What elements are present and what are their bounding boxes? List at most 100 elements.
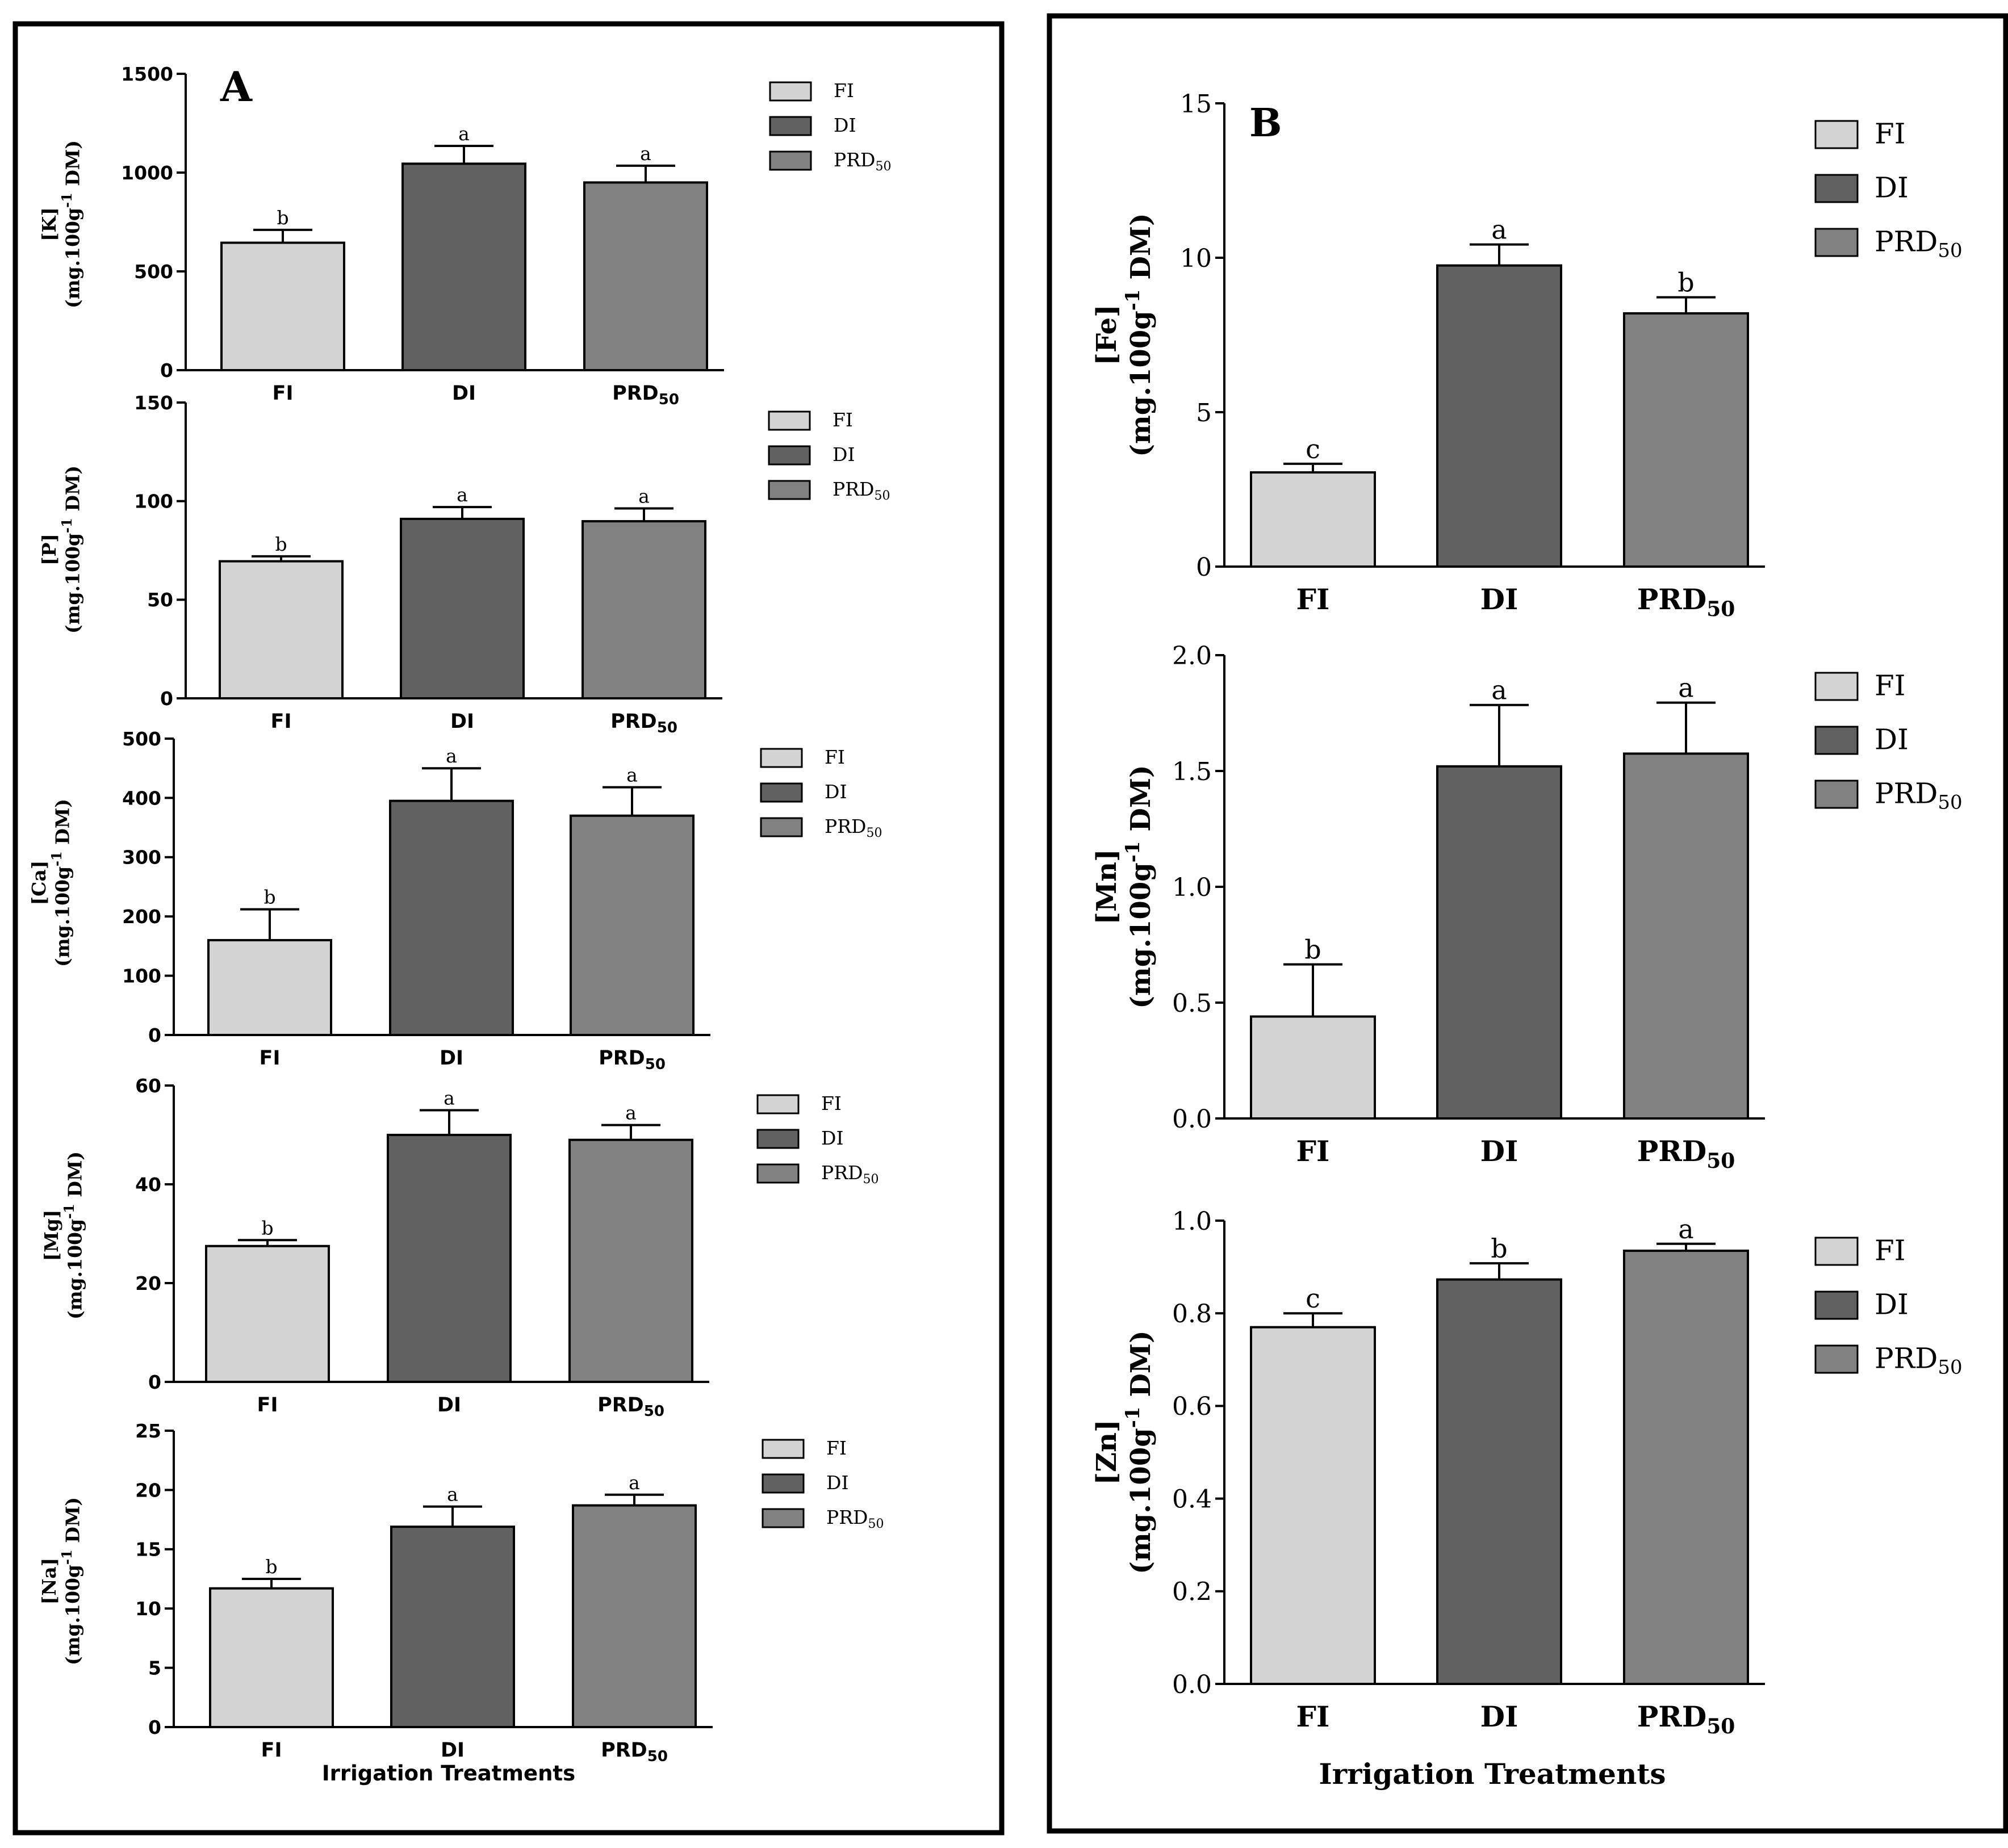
chart-p: 0 50 100 150 b FI a DI a PRD50 [P](mg.100g-1 DM) FI…	[38, 392, 890, 736]
zn-y-tick-label: 0.2	[1172, 1578, 1212, 1607]
mg-bar-fi	[205, 1244, 330, 1383]
chart-fe: 0 5 10 15 c FI a DI b PRD50 [Fe](mg.100g-1 DM) FI DI…	[1091, 90, 1963, 621]
ca-legend-swatch-prd50	[760, 817, 803, 837]
k-category-label-fi: FI	[273, 382, 294, 405]
mg-legend-label-di: DI	[821, 1127, 844, 1149]
p-category-label-di: DI	[450, 710, 474, 733]
chart-ca: 0 100 200 300 400 500 b FI a DI a PRD50 [Ca](mg.100g…	[28, 728, 882, 1073]
mg-legend-label-fi: FI	[821, 1092, 842, 1114]
mg-legend-swatch-di	[756, 1129, 800, 1149]
mn-legend-swatch-prd50	[1814, 780, 1859, 809]
ca-y-tick-label: 0	[148, 1024, 161, 1046]
na-y-tick-label: 20	[135, 1479, 161, 1501]
p-significance-letter-fi: b	[275, 533, 287, 555]
mg-y-tick-label: 60	[135, 1075, 161, 1097]
zn-y-tick-label: 0.0	[1172, 1670, 1212, 1699]
fe-significance-letter-prd50: b	[1677, 267, 1694, 298]
ca-bar-prd50	[570, 814, 695, 1036]
mg-significance-letter-di: a	[444, 1087, 455, 1109]
k-legend-swatch-prd50	[769, 150, 812, 171]
k-y-axis-label: [K](mg.100g-1 DM)	[38, 140, 83, 308]
ca-category-label-fi: FI	[260, 1047, 281, 1070]
mg-significance-letter-fi: b	[261, 1217, 273, 1239]
na-y-tick-label: 25	[135, 1420, 161, 1442]
mn-significance-letter-di: a	[1491, 675, 1507, 706]
mg-legend-swatch-prd50	[756, 1163, 800, 1184]
p-significance-letter-di: a	[457, 484, 468, 506]
zn-y-tick-label: 0.6	[1172, 1392, 1212, 1421]
k-significance-letter-di: a	[458, 123, 470, 145]
k-legend-swatch-di	[769, 116, 812, 136]
k-significance-letter-fi: b	[277, 207, 288, 229]
mn-category-label-di: DI	[1480, 1134, 1518, 1168]
panel-b-letter: B	[1249, 100, 1282, 146]
mn-legend: FI DI PRD50	[1814, 669, 1963, 814]
na-y-axis-label: [Na](mg.100g-1 DM)	[38, 1497, 83, 1665]
na-legend-label-di: DI	[826, 1472, 849, 1494]
k-legend: FI DI PRD50	[769, 79, 892, 174]
mn-y-tick-label: 2.0	[1172, 642, 1212, 671]
mg-y-axis-label: [Mg](mg.100g-1 DM)	[40, 1151, 86, 1319]
na-bar-fi	[209, 1587, 334, 1729]
k-bar-di	[401, 162, 526, 371]
ca-bar-fi	[207, 938, 332, 1036]
na-y-tick-label: 10	[135, 1598, 161, 1620]
fe-significance-letter-di: a	[1491, 215, 1507, 245]
p-significance-letter-prd50: a	[638, 485, 650, 508]
ca-legend-label-prd50: PRD50	[825, 815, 882, 840]
mg-category-label-prd50: PRD50	[597, 1394, 664, 1420]
ca-legend: FI DI PRD50	[760, 746, 882, 840]
k-category-label-prd50: PRD50	[612, 382, 679, 408]
mn-legend-swatch-di	[1814, 726, 1859, 755]
fe-y-tick-label: 0	[1196, 553, 1212, 582]
na-y-tick-label: 5	[148, 1657, 161, 1679]
mn-legend-label-fi: FI	[1875, 669, 1905, 702]
fe-y-axis-label: [Fe](mg.100g-1 DM)	[1091, 213, 1157, 457]
k-significance-letter-prd50: a	[640, 143, 651, 165]
fe-legend: FI DI PRD50	[1814, 117, 1963, 262]
k-y-tick-label: 1500	[121, 63, 173, 85]
mn-y-axis-label: [Mn](mg.100g-1 DM)	[1091, 765, 1157, 1009]
na-legend-swatch-prd50	[762, 1508, 805, 1528]
fe-category-label-fi: FI	[1296, 583, 1330, 616]
fe-bar-di	[1436, 264, 1562, 568]
fe-legend-swatch-prd50	[1814, 228, 1859, 257]
fe-bar-fi	[1250, 471, 1376, 568]
p-bar-di	[400, 517, 525, 700]
mg-legend-label-prd50: PRD50	[821, 1162, 879, 1187]
k-legend-label-prd50: PRD50	[834, 149, 892, 174]
chart-k: 0 500 1000 1500 b FI a DI a PRD50 [K](mg.100g-1 DM…	[38, 63, 892, 408]
fe-y-tick-label: 10	[1180, 244, 1212, 273]
zn-bar-fi	[1250, 1326, 1376, 1685]
fe-legend-label-prd50: PRD50	[1875, 225, 1963, 262]
zn-legend-swatch-prd50	[1814, 1344, 1859, 1374]
panel-b-frame	[1047, 13, 2008, 1834]
ca-category-label-di: DI	[440, 1047, 463, 1070]
k-bar-fi	[220, 241, 345, 372]
chart-na: 0 5 10 15 20 25 b FI a DI a PRD50 [Na](mg.100g-1 DM)…	[38, 1420, 884, 1765]
mn-significance-letter-fi: b	[1304, 935, 1321, 965]
fe-bar-prd50	[1623, 312, 1749, 568]
zn-significance-letter-prd50: a	[1678, 1214, 1693, 1244]
ca-y-tick-label: 500	[122, 728, 161, 750]
p-legend-swatch-prd50	[768, 480, 811, 500]
mg-bar-di	[387, 1134, 512, 1383]
mg-category-label-di: DI	[437, 1394, 461, 1417]
na-legend-swatch-fi	[762, 1439, 805, 1459]
mn-category-label-prd50: PRD50	[1637, 1134, 1735, 1173]
mn-bar-prd50	[1623, 752, 1749, 1120]
k-legend-label-di: DI	[834, 114, 856, 136]
p-legend-label-prd50: PRD50	[833, 478, 890, 503]
ca-y-tick-label: 300	[122, 847, 161, 869]
na-bar-di	[390, 1526, 515, 1728]
p-legend-label-di: DI	[833, 443, 855, 466]
panel-a-frame	[12, 21, 1005, 1836]
k-category-label-di: DI	[452, 382, 476, 405]
p-y-axis-label: [P](mg.100g-1 DM)	[38, 466, 83, 634]
p-legend-label-fi: FI	[833, 409, 853, 431]
fe-y-tick-label: 15	[1180, 90, 1212, 119]
panel-b-x-axis-title: Irrigation Treatments	[1319, 1757, 1666, 1791]
ca-legend-swatch-di	[760, 782, 803, 803]
zn-y-tick-label: 1.0	[1172, 1207, 1212, 1236]
